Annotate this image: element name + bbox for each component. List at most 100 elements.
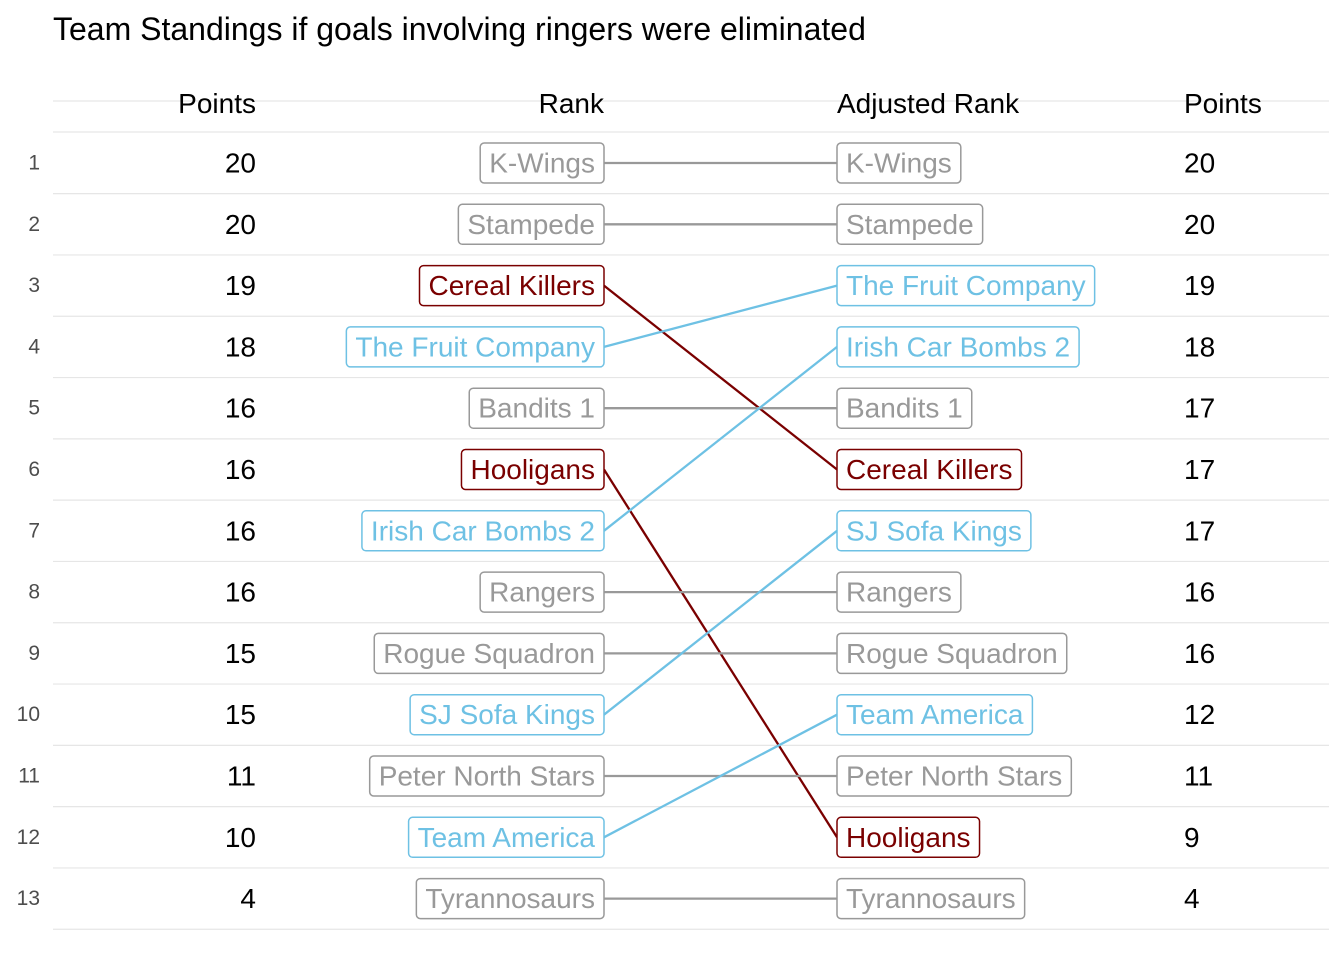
- points-value: 10: [225, 822, 256, 853]
- adjusted-points-value: 17: [1184, 454, 1215, 485]
- team-label-rank: Team America: [407, 816, 605, 859]
- label-box: [836, 326, 1080, 368]
- chart-title: Team Standings if goals involving ringer…: [53, 11, 866, 47]
- label-box: [479, 571, 605, 613]
- header-adjusted-rank: Adjusted Rank: [837, 88, 1020, 119]
- grid-layer: [53, 100, 1329, 930]
- label-box: [836, 448, 1023, 491]
- slope-line: [603, 713, 838, 839]
- header-left-points: Points: [178, 88, 256, 119]
- label-box: [368, 755, 605, 797]
- team-name: K-Wings: [846, 148, 952, 179]
- label-box: [457, 203, 605, 246]
- label-box: [373, 632, 605, 675]
- row-number: 8: [28, 581, 40, 604]
- adjusted-points-value: 16: [1184, 638, 1215, 669]
- team-label-adjusted-rank: Rangers: [836, 571, 962, 613]
- label-box: [836, 264, 1096, 307]
- points-value: 19: [225, 270, 256, 301]
- team-label-rank: Irish Car Bombs 2: [361, 510, 605, 552]
- team-label-rank: Hooligans: [460, 448, 605, 491]
- row-number: 7: [28, 519, 40, 542]
- label-box: [415, 877, 605, 920]
- team-name: Team America: [418, 822, 596, 853]
- label-box: [836, 510, 1032, 552]
- label-box: [836, 816, 981, 859]
- team-label-rank: Stampede: [457, 203, 605, 246]
- row-number: 11: [18, 765, 40, 788]
- points-value: 15: [225, 699, 256, 730]
- team-name: The Fruit Company: [846, 270, 1086, 301]
- label-box: [361, 510, 605, 552]
- team-label-adjusted-rank: Rogue Squadron: [836, 632, 1068, 675]
- team-name: Irish Car Bombs 2: [371, 515, 595, 546]
- points-value: 18: [225, 331, 256, 362]
- team-label-rank: K-Wings: [479, 142, 605, 184]
- points-value: 16: [225, 454, 256, 485]
- right-points-layer: 20 20 17 19 17 9 18 16 16 17 11 12 4: [1184, 148, 1215, 915]
- label-box: [407, 816, 605, 859]
- points-value: 11: [227, 761, 256, 792]
- team-name: Bandits 1: [478, 393, 595, 424]
- label-box: [468, 387, 605, 429]
- rank-labels-layer: K-Wings Stampede Cereal Killers The Fruit C…: [345, 142, 605, 920]
- label-box: [836, 693, 1034, 736]
- slope-line: [603, 284, 838, 471]
- team-label-rank: Rangers: [479, 571, 605, 613]
- team-label-adjusted-rank: K-Wings: [836, 142, 962, 184]
- row-number: 5: [28, 397, 40, 420]
- label-box: [836, 387, 973, 429]
- adjusted-points-value: 12: [1184, 699, 1215, 730]
- slope-line: [603, 284, 838, 349]
- adjusted-points-value: 11: [1184, 761, 1213, 792]
- label-box: [836, 203, 984, 246]
- adjusted-points-value: 20: [1184, 209, 1215, 240]
- row-number: 1: [28, 152, 40, 175]
- team-label-adjusted-rank: Hooligans: [836, 816, 981, 859]
- adjusted-points-value: 17: [1184, 393, 1215, 424]
- team-name: Team America: [846, 699, 1024, 730]
- team-name: Rangers: [489, 577, 595, 608]
- adjusted-points-value: 9: [1184, 822, 1200, 853]
- team-label-adjusted-rank: Bandits 1: [836, 387, 973, 429]
- row-number: 4: [28, 335, 40, 358]
- label-box: [418, 264, 605, 307]
- team-name: Irish Car Bombs 2: [846, 331, 1070, 362]
- adjusted-points-value: 20: [1184, 148, 1215, 179]
- label-box: [836, 142, 962, 184]
- team-name: Rangers: [846, 577, 952, 608]
- points-value: 20: [225, 148, 256, 179]
- header-rank: Rank: [539, 88, 605, 119]
- row-number: 6: [28, 458, 40, 481]
- team-label-rank: Rogue Squadron: [373, 632, 605, 675]
- team-label-adjusted-rank: Irish Car Bombs 2: [836, 326, 1080, 368]
- header-right-points: Points: [1184, 88, 1262, 119]
- team-name: SJ Sofa Kings: [419, 699, 595, 730]
- team-name: K-Wings: [489, 148, 595, 179]
- adjusted-rank-labels-layer: K-Wings Stampede Cereal Killers The Fruit C…: [836, 142, 1096, 920]
- points-value: 20: [225, 209, 256, 240]
- team-label-adjusted-rank: Team America: [836, 693, 1034, 736]
- team-label-adjusted-rank: Stampede: [836, 203, 984, 246]
- label-box: [345, 326, 605, 368]
- label-box: [836, 632, 1068, 675]
- team-name: Hooligans: [470, 454, 595, 485]
- team-name: Stampede: [467, 209, 595, 240]
- team-label-adjusted-rank: SJ Sofa Kings: [836, 510, 1032, 552]
- team-name: Hooligans: [846, 822, 971, 853]
- points-value: 15: [225, 638, 256, 669]
- team-name: Peter North Stars: [846, 761, 1062, 792]
- team-name: Bandits 1: [846, 393, 963, 424]
- label-box: [836, 755, 1073, 797]
- team-name: The Fruit Company: [355, 331, 595, 362]
- team-name: Rogue Squadron: [383, 638, 595, 669]
- team-name: SJ Sofa Kings: [846, 515, 1022, 546]
- row-number: 10: [17, 703, 40, 726]
- adjusted-points-value: 4: [1184, 883, 1200, 914]
- team-label-adjusted-rank: Cereal Killers: [836, 448, 1023, 491]
- team-label-rank: SJ Sofa Kings: [409, 693, 605, 736]
- points-value: 16: [225, 515, 256, 546]
- label-box: [836, 571, 962, 613]
- left-points-layer: 20 20 19 18 16 16 16 16 15 15 11 10 4: [225, 148, 256, 915]
